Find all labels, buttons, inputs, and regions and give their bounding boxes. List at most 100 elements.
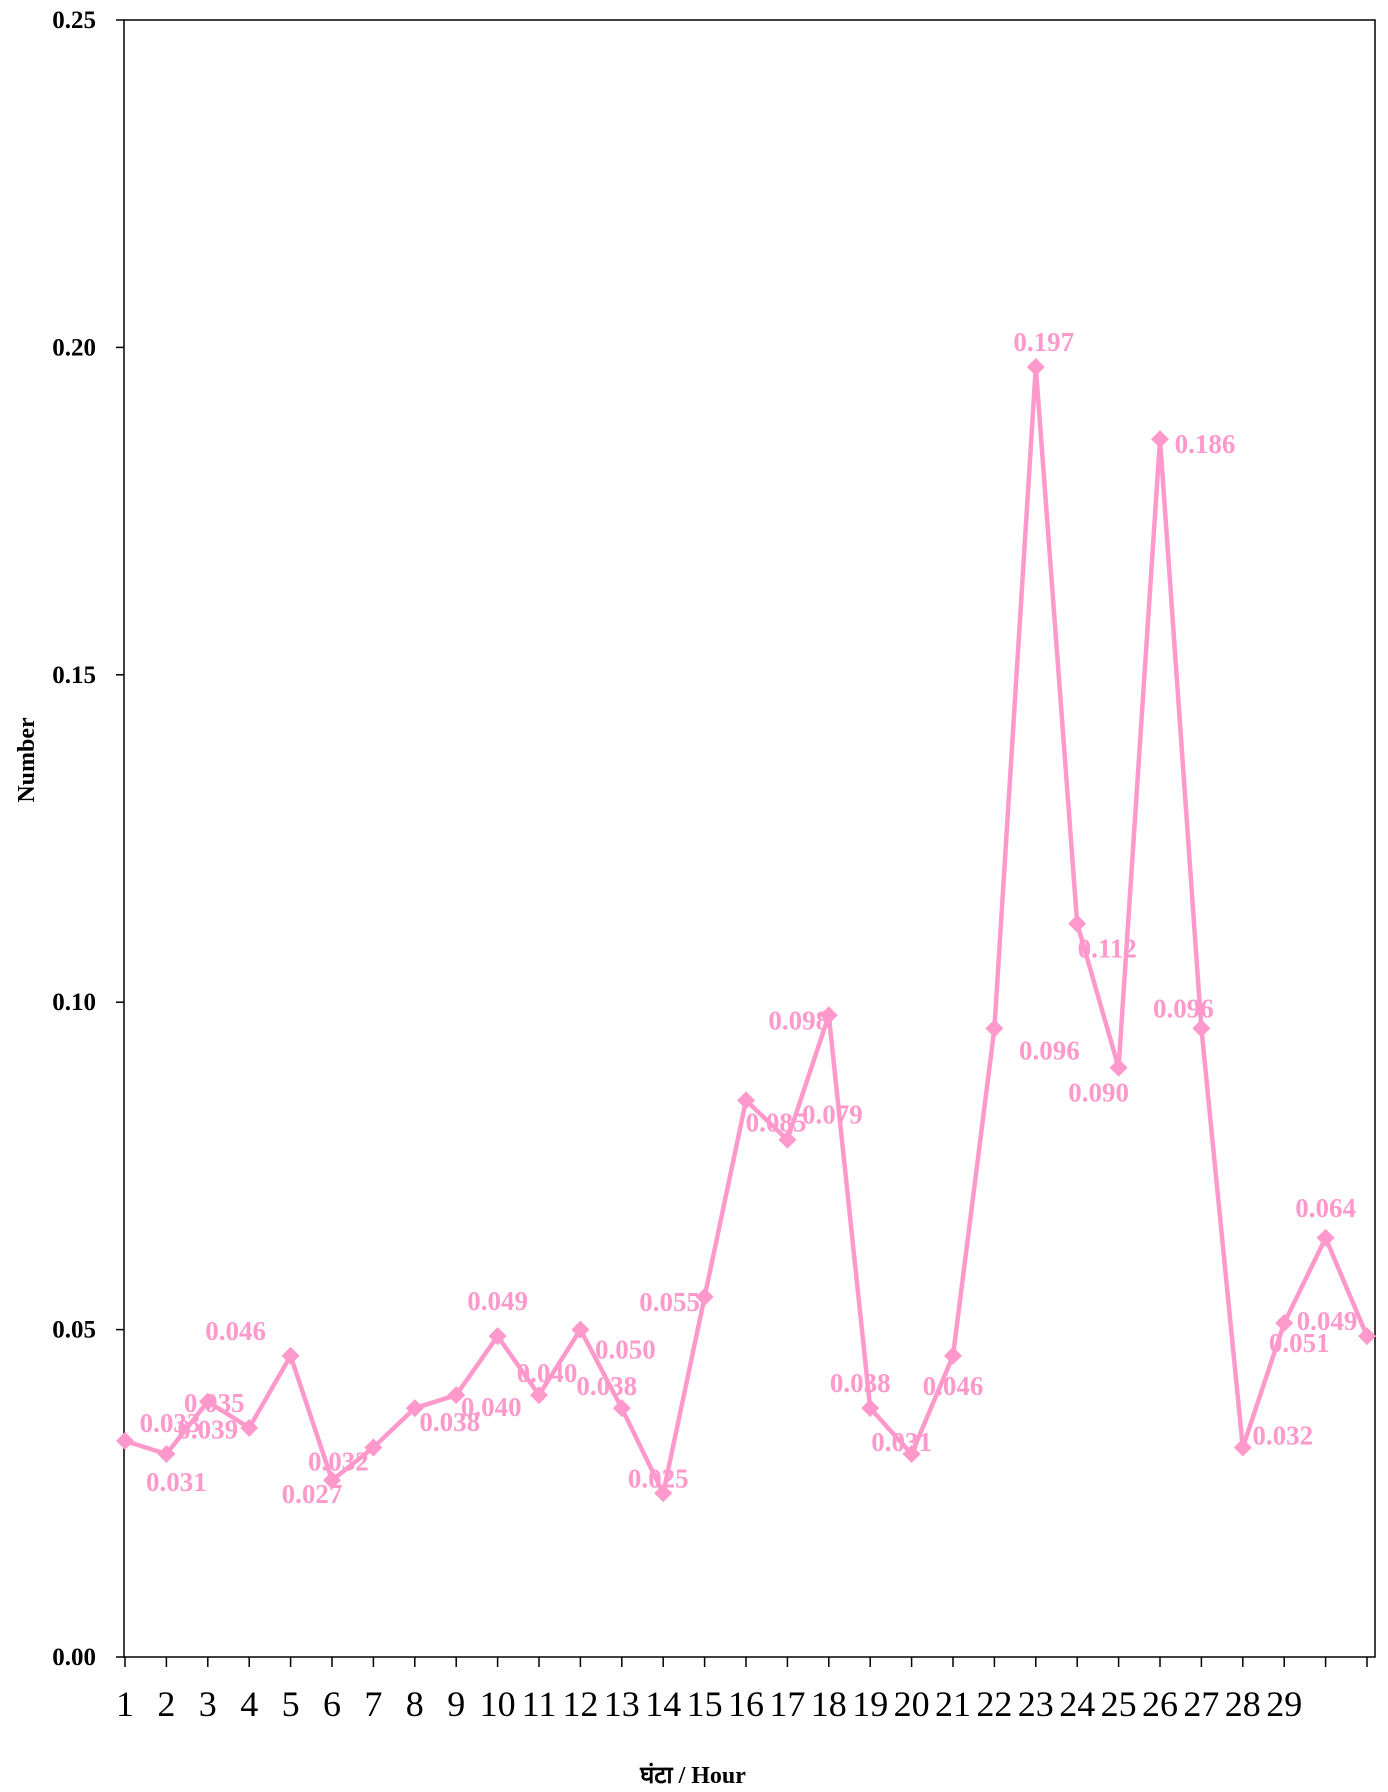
x-tick-label: 8 [406,1684,424,1724]
data-point [1275,1314,1294,1333]
data-label: 0.038 [419,1407,480,1437]
x-tick-label: 20 [894,1684,930,1724]
data-point [902,1445,921,1464]
data-label: 0.096 [1019,1035,1080,1065]
data-label: 0.046 [205,1316,266,1346]
data-label: 0.035 [184,1388,245,1418]
x-tick-label: 19 [852,1684,888,1724]
data-label: 0.032 [1252,1420,1313,1450]
y-tick-label: 0.15 [52,662,96,689]
data-point [1358,1327,1376,1346]
x-axis: 1 2 3 4 5 6 7 8 9 10 11 12 13 14 15 16 17 18 19 20 21 22 23 24 2… [116,1657,1368,1724]
data-point [198,1392,217,1411]
data-point [530,1386,548,1405]
data-point [281,1346,300,1365]
data-point [240,1418,259,1437]
data-point [695,1287,714,1306]
data-label: 0.197 [1013,327,1074,357]
data-point [819,1006,838,1025]
data-point [612,1399,631,1418]
data-label: 0.031 [871,1427,932,1457]
y-tick-label: 0.00 [52,1644,96,1671]
data-labels: 0.0330.0310.0390.0350.0460.0270.0320.038… [140,327,1358,1509]
x-tick-label: 4 [240,1684,258,1724]
x-tick-label: 14 [645,1684,681,1724]
data-point [1109,1058,1128,1077]
x-tick-label: 24 [1059,1684,1095,1724]
y-tick-label: 0.05 [52,1317,96,1344]
data-point [1151,430,1169,449]
y-axis: 0.00 0.05 0.10 0.15 0.20 0.25 [52,7,124,1671]
data-label: 0.186 [1175,429,1236,459]
data-label: 0.038 [576,1371,637,1401]
x-tick-label: 22 [976,1684,1012,1724]
data-label: 0.031 [146,1467,207,1497]
data-point [405,1399,424,1418]
y-tick-label: 0.20 [52,334,96,361]
data-point [985,1019,1004,1038]
x-tick-label: 5 [282,1684,300,1724]
data-point [1316,1228,1335,1247]
x-tick-label: 27 [1183,1684,1219,1724]
data-label: 0.046 [923,1371,984,1401]
y-axis-title: Number [14,717,40,803]
data-point [364,1438,383,1457]
data-point [157,1445,176,1464]
data-label: 0.079 [802,1100,863,1130]
x-tick-label: 10 [480,1684,516,1724]
data-point [778,1130,797,1149]
data-point [447,1386,466,1405]
x-tick-label: 25 [1101,1684,1137,1724]
data-point [1233,1438,1252,1457]
data-label: 0.049 [467,1286,528,1316]
x-tick-label: 29 [1266,1684,1302,1724]
data-label: 0.055 [639,1287,700,1317]
data-label: 0.112 [1078,934,1137,964]
y-tick-label: 0.10 [52,989,96,1016]
data-point [654,1484,673,1503]
data-point [1026,358,1045,377]
data-label: 0.040 [461,1392,522,1422]
data-point [116,1431,134,1450]
x-tick-label: 11 [522,1684,557,1724]
data-label: 0.025 [628,1463,689,1493]
x-tick-label: 21 [935,1684,971,1724]
x-tick-label: 26 [1142,1684,1178,1724]
data-label: 0.033 [140,1408,201,1438]
data-point [861,1399,880,1418]
data-label: 0.038 [830,1368,891,1398]
x-tick-label: 6 [323,1684,341,1724]
x-tick-label: 7 [364,1684,382,1724]
plot-border [123,19,1376,1658]
x-tick-label: 18 [811,1684,847,1724]
data-point [323,1471,341,1490]
x-tick-label: 13 [604,1684,640,1724]
x-tick-label: 15 [687,1684,723,1724]
x-tick-label: 1 [116,1684,134,1724]
x-tick-label: 16 [728,1684,764,1724]
x-axis-title: घंटा / Hour [639,1762,746,1789]
data-label: 0.049 [1297,1306,1358,1336]
series-line [124,364,1370,1496]
plot-frame [123,19,1376,1658]
x-tick-label: 2 [157,1684,175,1724]
y-tick-label: 0.25 [52,7,96,34]
data-label: 0.032 [308,1446,369,1476]
data-label: 0.050 [595,1335,656,1365]
data-label: 0.027 [282,1479,343,1509]
data-point [737,1091,755,1110]
x-tick-label: 12 [562,1684,598,1724]
data-label: 0.039 [177,1415,238,1445]
x-tick-label: 17 [769,1684,805,1724]
data-label: 0.040 [517,1358,578,1388]
data-point [488,1327,507,1346]
data-label: 0.098 [768,1005,829,1035]
data-label: 0.064 [1295,1193,1356,1223]
data-point [571,1320,590,1339]
data-label: 0.090 [1068,1078,1129,1108]
x-tick-label: 3 [199,1684,217,1724]
data-series [116,358,1376,1503]
data-point [944,1346,962,1365]
x-tick-label: 9 [447,1684,465,1724]
